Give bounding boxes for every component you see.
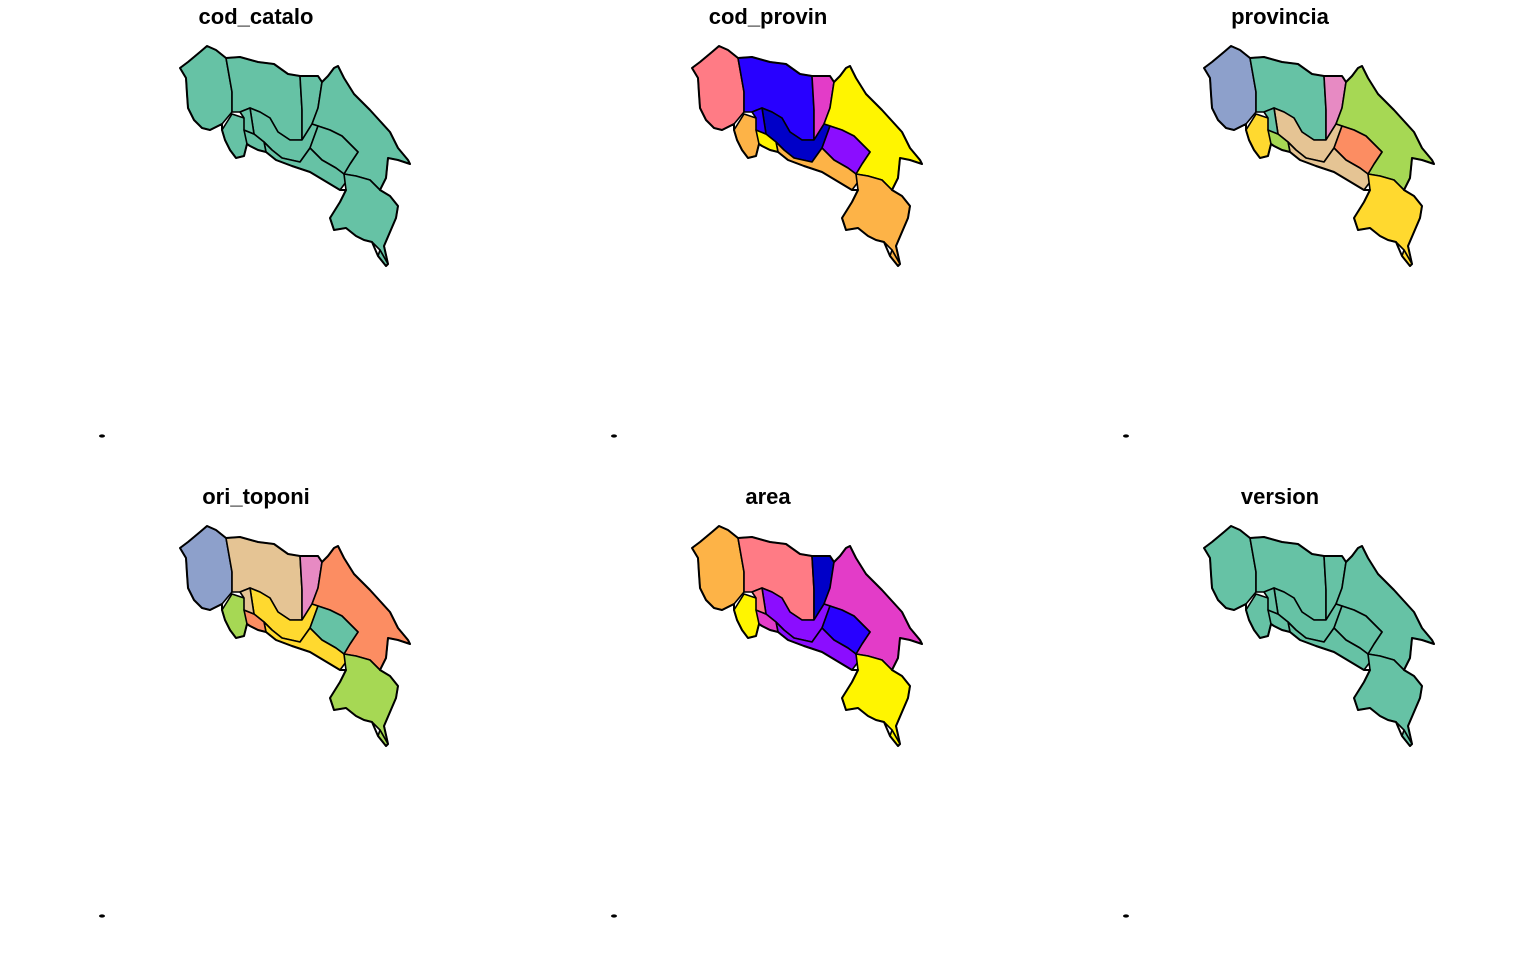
island-marker xyxy=(99,434,105,438)
country-outline xyxy=(179,525,411,747)
island-marker xyxy=(611,434,617,438)
panel-title: area xyxy=(745,484,791,509)
country-outline xyxy=(1203,525,1435,747)
island-marker xyxy=(611,914,617,918)
country-outline xyxy=(179,45,411,267)
country-outline xyxy=(1203,45,1435,267)
map-region xyxy=(751,587,767,615)
map-region xyxy=(751,107,767,135)
map-region xyxy=(691,525,745,611)
regions-group xyxy=(1203,45,1435,267)
map-region xyxy=(239,587,255,615)
panel-title: cod_provin xyxy=(708,4,828,29)
choropleth-map xyxy=(99,525,411,918)
map-panel-provincia: provincia xyxy=(1024,0,1536,480)
map-region xyxy=(239,107,255,135)
panel-title: ori_toponi xyxy=(202,484,310,509)
map-panel-cod-catalo: cod_catalo xyxy=(0,0,512,480)
regions-group xyxy=(179,525,411,747)
choropleth-map xyxy=(1123,525,1435,918)
regions-group xyxy=(691,45,923,267)
panel-title: version xyxy=(1240,484,1320,509)
map-panel-ori-toponi: ori_toponi xyxy=(0,480,512,960)
choropleth-map xyxy=(611,45,923,438)
country-outline xyxy=(691,525,923,747)
map-panel-version: version xyxy=(1024,480,1536,960)
island-marker xyxy=(1123,434,1129,438)
map-region xyxy=(179,525,233,611)
map-region xyxy=(691,45,745,131)
panel-title: provincia xyxy=(1231,4,1329,29)
choropleth-map xyxy=(99,45,411,438)
map-region xyxy=(1263,107,1279,135)
regions-group xyxy=(1203,525,1435,747)
island-marker xyxy=(1123,914,1129,918)
map-panel-area: area xyxy=(512,480,1024,960)
country-outline xyxy=(691,45,923,267)
panel-title: cod_catalo xyxy=(198,4,314,29)
map-panel-cod-provin: cod_provin xyxy=(512,0,1024,480)
map-region xyxy=(1203,525,1257,611)
choropleth-map xyxy=(611,525,923,918)
map-region xyxy=(1263,587,1279,615)
regions-group xyxy=(691,525,923,747)
choropleth-map xyxy=(1123,45,1435,438)
regions-group xyxy=(179,45,411,267)
map-region xyxy=(179,45,233,131)
map-region xyxy=(1203,45,1257,131)
island-marker xyxy=(99,914,105,918)
